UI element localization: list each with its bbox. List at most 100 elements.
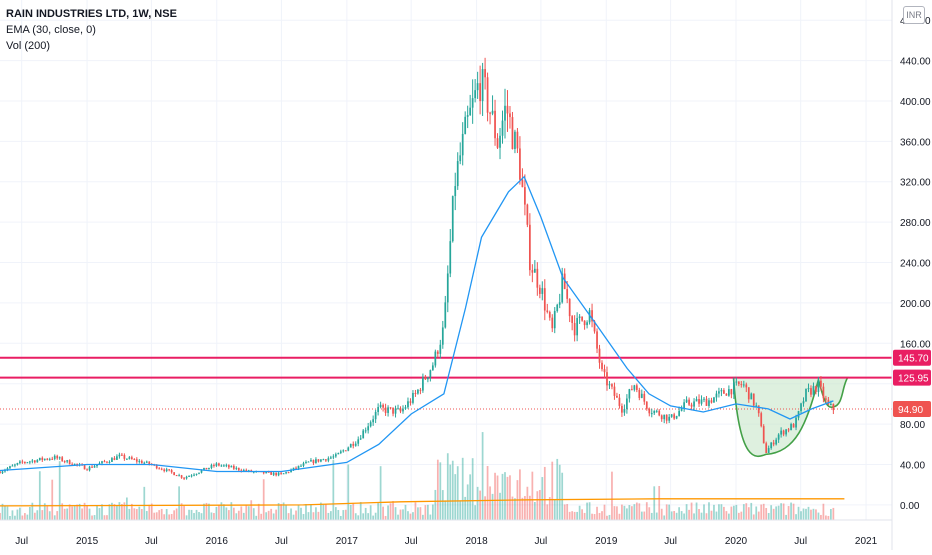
volume-bar (422, 514, 424, 520)
volume-bar (449, 464, 452, 520)
candle-body (504, 105, 506, 121)
volume-bar (402, 509, 404, 520)
candle-body (307, 461, 310, 463)
grid (0, 0, 892, 520)
volume-bar (38, 471, 41, 520)
volume-bar (685, 504, 688, 520)
volume-bar (101, 504, 103, 520)
candle-body (765, 443, 768, 453)
volume-bar (220, 502, 223, 520)
candle-body (111, 458, 113, 462)
candle-body (58, 457, 61, 459)
candle-body (670, 414, 673, 417)
volume-bar (93, 515, 96, 520)
candle-body (543, 288, 546, 311)
volume-bar (282, 502, 285, 520)
candle-body (606, 372, 608, 386)
candle-body (588, 310, 591, 323)
candle-body (777, 434, 780, 440)
ema-indicator-label[interactable]: EMA (30, close, 0) (6, 24, 96, 36)
horizontal-lines[interactable] (0, 356, 892, 410)
volume-bar (300, 507, 302, 520)
candle-body (745, 384, 748, 388)
candle-body (648, 408, 651, 414)
volume-bar (723, 506, 725, 520)
volume-bar (280, 504, 282, 520)
cup-and-handle-pattern[interactable] (732, 376, 849, 457)
candle-body (611, 384, 613, 387)
volume-bar (367, 513, 370, 520)
volume-bar (827, 515, 830, 520)
candle-body (76, 463, 78, 465)
candle-body (354, 443, 357, 446)
volume-bar (96, 505, 98, 520)
volume-bar (290, 508, 292, 520)
candle-body (377, 407, 379, 412)
candle-body (48, 458, 51, 460)
candle-body (635, 385, 638, 390)
currency-badge[interactable]: INR (903, 6, 925, 24)
candle-body (1, 471, 4, 474)
candle-body (586, 322, 588, 326)
volume-bar (195, 509, 198, 520)
candle-body (725, 393, 728, 396)
candle-body (113, 458, 116, 460)
volume-bar (56, 511, 59, 520)
volume-bar (113, 504, 116, 520)
volume-bar (593, 514, 596, 520)
volume-bar (630, 506, 633, 520)
candle-body (235, 467, 238, 469)
volume-bar (777, 505, 780, 520)
volume-bar (770, 505, 773, 520)
volume-bar (479, 490, 481, 520)
candle-body (178, 475, 180, 477)
volume-bar (36, 510, 39, 520)
volume-bar (690, 502, 693, 520)
candle-body (200, 470, 203, 473)
candle-body (494, 110, 496, 139)
volume-bar (312, 512, 315, 520)
candle-body (185, 476, 188, 479)
candle-body (379, 404, 382, 408)
volume-bar (78, 503, 81, 520)
candle-body (688, 399, 690, 405)
candle-body (357, 439, 360, 444)
symbol-title[interactable]: RAIN INDUSTRIES LTD, 1W, NSE (6, 8, 177, 20)
candle-body (245, 469, 248, 472)
candle-body (444, 302, 447, 328)
volume-bar (252, 508, 255, 520)
candle-body (678, 410, 680, 416)
candle-body (812, 386, 815, 395)
volume-bar (168, 514, 171, 520)
volume-indicator-label[interactable]: Vol (200) (6, 40, 51, 52)
candle-body (538, 287, 541, 294)
volume-bar (494, 472, 496, 520)
volume-bar (456, 466, 459, 520)
candle-body (660, 415, 663, 420)
volume-bar (546, 504, 549, 520)
candle-body (369, 422, 372, 427)
volume-bar (703, 504, 705, 520)
volume-bar (471, 458, 474, 520)
candle-body (521, 179, 524, 188)
volume-bar (295, 510, 297, 520)
candle-body (325, 459, 327, 461)
volume-bar (123, 502, 126, 520)
candle-body (51, 458, 54, 460)
candle-body (280, 472, 282, 474)
volume-bar (130, 503, 133, 520)
candle-body (168, 469, 171, 471)
candle-body (96, 464, 98, 467)
candle-body (63, 461, 66, 463)
volume-bar (441, 490, 444, 520)
volume-bar (185, 515, 188, 520)
volume-bar (155, 512, 158, 520)
candle-body (626, 398, 628, 410)
candle-body (140, 460, 143, 464)
volume-bar (633, 504, 636, 520)
volume-bar (88, 508, 91, 520)
volume-bar (275, 509, 277, 520)
x-tick-label: Jul (794, 536, 807, 547)
